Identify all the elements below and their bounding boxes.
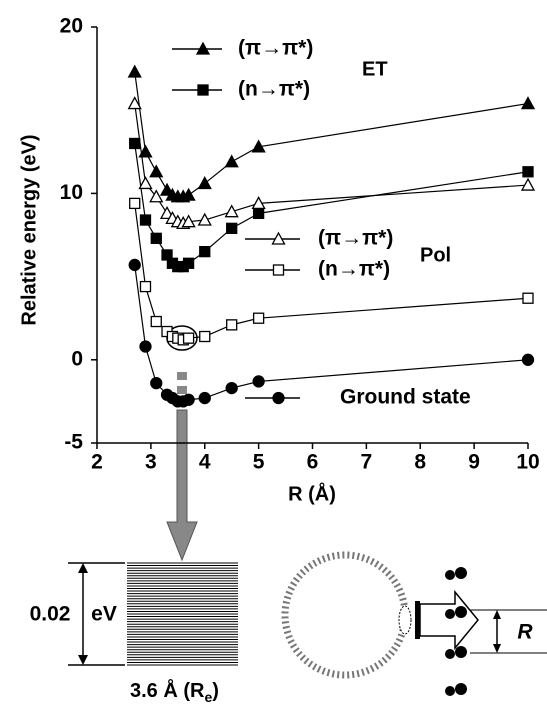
legend-marker bbox=[197, 84, 209, 96]
distance-label: R bbox=[517, 621, 533, 644]
legend-label: (n→π*) bbox=[318, 258, 390, 281]
x-tick-label: 5 bbox=[253, 451, 265, 474]
marker bbox=[182, 257, 195, 269]
marker bbox=[522, 166, 534, 178]
marker bbox=[181, 187, 196, 201]
marker bbox=[181, 214, 196, 228]
marker bbox=[251, 139, 266, 153]
marker bbox=[138, 144, 153, 158]
x-tick-label: 7 bbox=[361, 451, 373, 474]
marker bbox=[197, 176, 212, 190]
gap-unit: eV bbox=[91, 603, 117, 626]
x-tick-label: 3 bbox=[145, 451, 157, 474]
marker bbox=[520, 177, 536, 191]
legend-marker bbox=[272, 391, 285, 405]
y-axis-label: Relative energy (eV) bbox=[18, 134, 40, 325]
marker bbox=[251, 196, 266, 210]
legend-marker bbox=[271, 231, 286, 245]
marker bbox=[199, 330, 211, 343]
marker bbox=[252, 312, 265, 324]
solute bbox=[398, 605, 412, 635]
molecules bbox=[445, 567, 467, 696]
legend-label: Ground state bbox=[340, 386, 471, 409]
x-tick-label: 9 bbox=[468, 451, 480, 474]
position-main: 3.6 Å (R bbox=[130, 678, 205, 702]
position-close: ) bbox=[212, 680, 219, 702]
marker bbox=[224, 204, 239, 218]
atom bbox=[445, 609, 455, 619]
marker bbox=[225, 381, 238, 395]
marker bbox=[182, 332, 195, 344]
marker bbox=[150, 232, 162, 244]
hollow-arrow bbox=[419, 589, 479, 651]
legend-marker bbox=[272, 264, 285, 276]
y-tick-label: 10 bbox=[60, 181, 83, 204]
atom bbox=[455, 646, 467, 658]
position-label: 3.6 Å (Re) bbox=[130, 678, 219, 704]
atom bbox=[455, 567, 467, 579]
legend-label: (π→π*) bbox=[238, 37, 313, 60]
marker bbox=[129, 137, 141, 150]
atom bbox=[445, 649, 455, 659]
arrow-dash bbox=[177, 372, 187, 380]
marker bbox=[138, 176, 153, 190]
legend-label: (n→π*) bbox=[238, 78, 310, 101]
series-line bbox=[134, 103, 529, 224]
marker bbox=[149, 164, 164, 178]
marker bbox=[226, 222, 238, 234]
atom bbox=[445, 686, 455, 696]
atom bbox=[455, 606, 467, 618]
distance-arrow-heads bbox=[493, 610, 501, 653]
y-tick-label: -5 bbox=[64, 431, 83, 454]
marker bbox=[150, 376, 163, 390]
bar bbox=[415, 601, 420, 639]
x-tick-label: 2 bbox=[91, 451, 103, 474]
down-arrow bbox=[166, 409, 198, 562]
solvent-shell bbox=[281, 551, 409, 679]
marker bbox=[226, 319, 238, 331]
marker bbox=[149, 189, 164, 203]
marker bbox=[150, 315, 162, 328]
group-label: ET bbox=[362, 58, 388, 80]
x-axis-label: R (Å) bbox=[288, 481, 336, 505]
marker bbox=[139, 340, 152, 353]
x-tick-label: 8 bbox=[414, 451, 426, 474]
energy-levels bbox=[127, 562, 238, 666]
y-tick-label: 0 bbox=[71, 347, 83, 370]
marker bbox=[199, 245, 211, 258]
legend-label: (π→π*) bbox=[318, 227, 393, 250]
marker bbox=[127, 64, 142, 78]
legend-marker bbox=[195, 41, 211, 55]
marker bbox=[521, 353, 535, 366]
marker bbox=[520, 96, 536, 110]
group-label: Pol bbox=[420, 244, 451, 266]
marker bbox=[224, 154, 239, 168]
x-tick-label: 4 bbox=[199, 451, 211, 474]
atom bbox=[455, 683, 467, 695]
marker bbox=[182, 393, 195, 406]
marker bbox=[252, 375, 265, 388]
arrow-dash bbox=[177, 386, 187, 394]
gap-value: 0.02 bbox=[30, 603, 71, 626]
marker bbox=[198, 391, 211, 405]
marker bbox=[252, 207, 265, 220]
position-sub: e bbox=[204, 689, 212, 705]
y-tick-label: 20 bbox=[60, 15, 83, 38]
marker bbox=[522, 292, 534, 304]
marker bbox=[129, 197, 141, 210]
atom bbox=[445, 570, 455, 580]
x-tick-label: 10 bbox=[516, 451, 539, 474]
marker bbox=[127, 96, 142, 110]
marker bbox=[139, 280, 152, 293]
x-tick-label: 6 bbox=[307, 451, 319, 474]
marker bbox=[139, 214, 152, 226]
marker bbox=[197, 212, 212, 226]
marker bbox=[128, 258, 141, 272]
